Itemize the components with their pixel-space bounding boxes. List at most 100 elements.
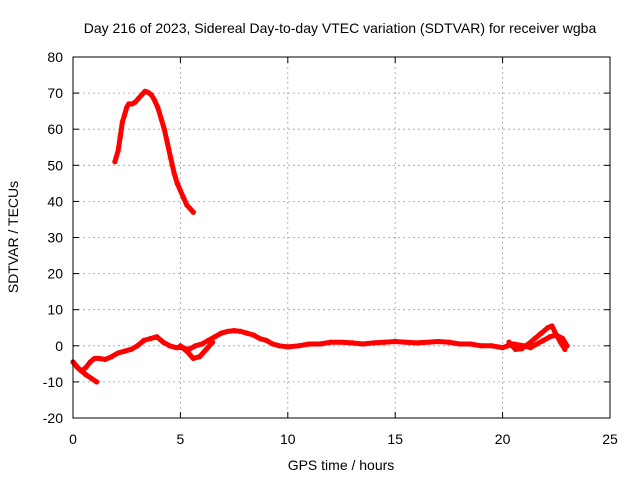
data-point — [187, 206, 193, 212]
x-tick-label: 10 — [280, 431, 296, 447]
y-tick-label: 0 — [55, 338, 63, 354]
data-point — [132, 99, 138, 105]
data-point — [446, 339, 452, 345]
data-point — [190, 209, 196, 215]
data-point — [158, 115, 164, 121]
data-point — [154, 334, 160, 340]
data-point — [91, 355, 98, 362]
data-point — [295, 343, 302, 349]
data-point — [338, 339, 345, 345]
data-point — [203, 346, 209, 353]
data-point — [197, 354, 203, 360]
y-tick-label: 70 — [47, 85, 63, 101]
data-point — [457, 341, 463, 347]
y-tick-label: 10 — [47, 302, 63, 318]
axis-ticks: -20 -10 0 10 20 30 40 50 60 70 80 0 5 10 15 20 25 — [43, 49, 618, 447]
data-point — [263, 337, 269, 343]
data-point — [174, 180, 180, 186]
data-point — [225, 328, 231, 334]
data-point — [205, 337, 211, 343]
data-point — [557, 339, 564, 345]
data-point — [184, 348, 190, 354]
data-point — [540, 337, 547, 343]
data-point — [414, 340, 420, 346]
data-point — [88, 375, 94, 381]
data-point — [371, 340, 377, 346]
data-point — [121, 112, 128, 118]
data-point — [117, 133, 123, 140]
data-point — [317, 341, 323, 347]
data-point — [83, 364, 89, 371]
data-point — [115, 350, 121, 356]
data-point — [237, 328, 244, 334]
data-point — [135, 95, 142, 102]
data-point — [285, 344, 291, 350]
data-series — [70, 88, 570, 385]
y-tick-label: 50 — [47, 157, 63, 173]
grid-lines — [73, 57, 610, 418]
data-point — [160, 339, 166, 345]
data-point — [250, 332, 257, 338]
data-point — [392, 338, 398, 345]
y-tick-label: 60 — [47, 121, 63, 137]
data-point — [212, 334, 218, 340]
data-point — [167, 343, 173, 349]
data-point — [360, 341, 366, 347]
data-point — [547, 334, 553, 340]
data-point — [115, 148, 121, 154]
data-point — [83, 372, 89, 378]
data-point — [534, 341, 540, 347]
x-tick-label: 15 — [387, 431, 403, 447]
data-point — [538, 330, 544, 336]
chart-title: Day 216 of 2023, Sidereal Day-to-day VTE… — [84, 20, 597, 36]
data-point — [435, 338, 441, 345]
data-point — [121, 348, 128, 354]
data-point — [171, 169, 177, 176]
data-point — [155, 104, 161, 111]
data-point — [257, 335, 263, 342]
x-axis-label: GPS time / hours — [288, 457, 395, 473]
data-point — [164, 141, 171, 147]
data-point — [489, 343, 495, 349]
data-point — [192, 343, 199, 349]
data-point — [76, 366, 83, 372]
x-tick-label: 0 — [69, 431, 77, 447]
y-tick-label: -20 — [43, 410, 63, 426]
data-point — [139, 92, 145, 98]
data-point — [545, 325, 551, 331]
data-point — [141, 337, 147, 343]
data-point — [152, 97, 158, 103]
data-point — [549, 323, 555, 329]
data-point — [244, 330, 250, 336]
data-point — [161, 126, 167, 132]
data-point — [173, 345, 179, 351]
data-point — [506, 339, 512, 345]
data-point — [231, 328, 237, 334]
data-point — [96, 355, 102, 362]
data-point — [478, 343, 484, 349]
data-point — [94, 379, 100, 385]
data-point — [177, 343, 183, 349]
data-point — [467, 341, 473, 347]
data-point — [306, 341, 312, 347]
data-point — [199, 341, 205, 347]
data-point — [562, 346, 568, 353]
data-point — [147, 335, 153, 342]
data-point — [190, 355, 196, 362]
data-point — [148, 92, 155, 98]
data-point — [102, 356, 108, 363]
data-point — [119, 119, 126, 125]
series-low-track — [70, 328, 570, 374]
data-point — [109, 354, 115, 360]
data-point — [128, 346, 134, 353]
data-point — [532, 335, 538, 342]
data-point — [403, 339, 409, 345]
data-point — [276, 343, 282, 349]
y-tick-label: -10 — [43, 374, 63, 390]
y-tick-label: 80 — [47, 49, 63, 65]
data-point — [553, 332, 559, 338]
y-tick-label: 20 — [47, 266, 63, 282]
data-point — [181, 195, 187, 201]
data-point — [500, 345, 506, 351]
